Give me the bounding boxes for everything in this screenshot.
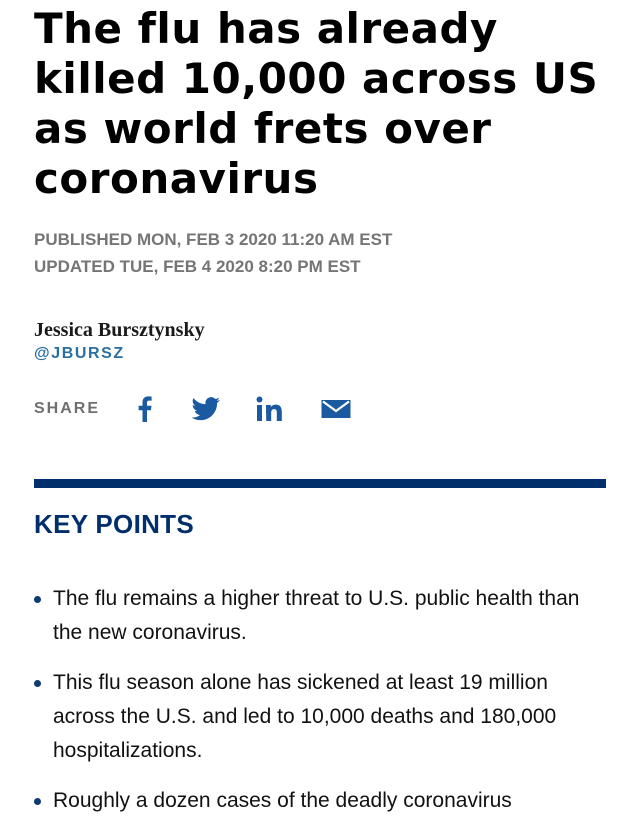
linkedin-icon[interactable] — [255, 396, 285, 422]
key-point-item: The flu remains a higher threat to U.S. … — [34, 582, 608, 650]
timestamps: PUBLISHED MON, FEB 3 2020 11:20 AM EST U… — [34, 226, 608, 280]
bullet-dot-icon — [34, 798, 41, 805]
twitter-icon[interactable] — [191, 397, 221, 421]
updated-time: UPDATED TUE, FEB 4 2020 8:20 PM EST — [34, 257, 361, 276]
bullet-dot-icon — [34, 596, 41, 603]
key-point-text: The flu remains a higher threat to U.S. … — [53, 587, 580, 644]
key-point-text: Roughly a dozen cases of the deadly coro… — [53, 789, 512, 812]
key-points-title: KEY POINTS — [34, 509, 195, 539]
published-time: PUBLISHED MON, FEB 3 2020 11:20 AM EST — [34, 230, 393, 249]
author-name[interactable]: Jessica Bursztynsky — [34, 319, 205, 341]
share-label: SHARE — [34, 400, 101, 417]
key-point-text: This flu season alone has sickened at le… — [53, 671, 557, 762]
facebook-icon[interactable] — [134, 396, 156, 422]
article-headline: The flu has already killed 10,000 across… — [34, 4, 599, 203]
key-points-list: The flu remains a higher threat to U.S. … — [34, 582, 608, 818]
article-header: The flu has already killed 10,000 across… — [34, 0, 608, 834]
section-divider — [34, 479, 606, 488]
key-point-item: This flu season alone has sickened at le… — [34, 666, 608, 768]
email-icon[interactable] — [321, 399, 351, 419]
bullet-dot-icon — [34, 680, 41, 687]
share-bar: SHARE — [34, 389, 608, 429]
key-point-item: Roughly a dozen cases of the deadly coro… — [34, 784, 608, 818]
author-handle-link[interactable]: @JBURSZ — [34, 345, 125, 362]
